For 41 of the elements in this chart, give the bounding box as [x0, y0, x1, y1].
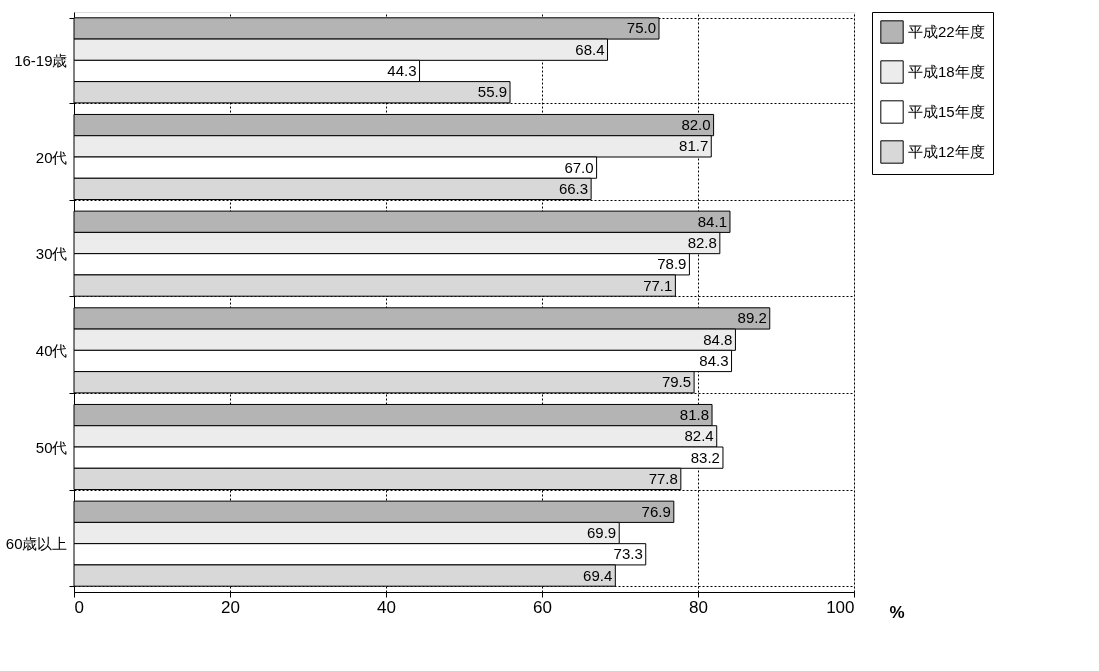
- data-label: 75.0: [626, 19, 656, 37]
- data-label: 67.0: [564, 158, 594, 176]
- y-tick-label: 60歳以上: [5, 535, 68, 553]
- data-label: 77.8: [648, 469, 678, 487]
- data-label: 84.8: [703, 330, 733, 348]
- y-tick-label: 30代: [35, 245, 68, 263]
- data-label: 89.2: [737, 309, 767, 327]
- legend-label: 平成15年度: [908, 103, 985, 120]
- y-tick-label: 16-19歳: [14, 51, 68, 69]
- data-label: 82.8: [687, 234, 717, 252]
- data-label: 73.3: [613, 545, 643, 563]
- legend-label: 平成12年度: [908, 143, 985, 160]
- data-label: 83.2: [690, 448, 720, 466]
- x-tick-label: 80: [689, 597, 708, 617]
- legend-label: 平成18年度: [908, 63, 985, 80]
- data-label: 84.1: [697, 212, 727, 230]
- x-tick-label: 40: [377, 597, 396, 617]
- legend-label: 平成22年度: [908, 23, 985, 40]
- data-label: 69.9: [587, 524, 617, 542]
- data-label: 82.0: [681, 116, 711, 134]
- x-tick-label: 20: [221, 597, 240, 617]
- data-label: 69.4: [583, 566, 613, 584]
- data-label: 82.4: [684, 427, 714, 445]
- x-axis-title: %: [889, 602, 905, 622]
- data-label: 66.3: [558, 179, 589, 197]
- data-label: 68.4: [575, 40, 605, 58]
- data-label: 55.9: [477, 83, 508, 101]
- x-tick-label: 100: [826, 597, 855, 617]
- x-tick-label: 0: [74, 597, 84, 617]
- data-label: 44.3: [387, 61, 417, 79]
- y-tick-label: 20代: [35, 148, 68, 166]
- y-tick-label: 40代: [35, 341, 68, 359]
- data-label: 79.5: [661, 373, 692, 391]
- x-tick-label: 60: [533, 597, 552, 617]
- y-tick-label: 50代: [35, 438, 68, 456]
- data-label: 77.1: [643, 276, 673, 294]
- data-label: 78.9: [657, 255, 687, 273]
- data-label: 81.8: [679, 406, 710, 424]
- data-label: 76.9: [641, 502, 671, 520]
- data-label: 81.7: [679, 137, 709, 155]
- data-label: 84.3: [699, 351, 729, 369]
